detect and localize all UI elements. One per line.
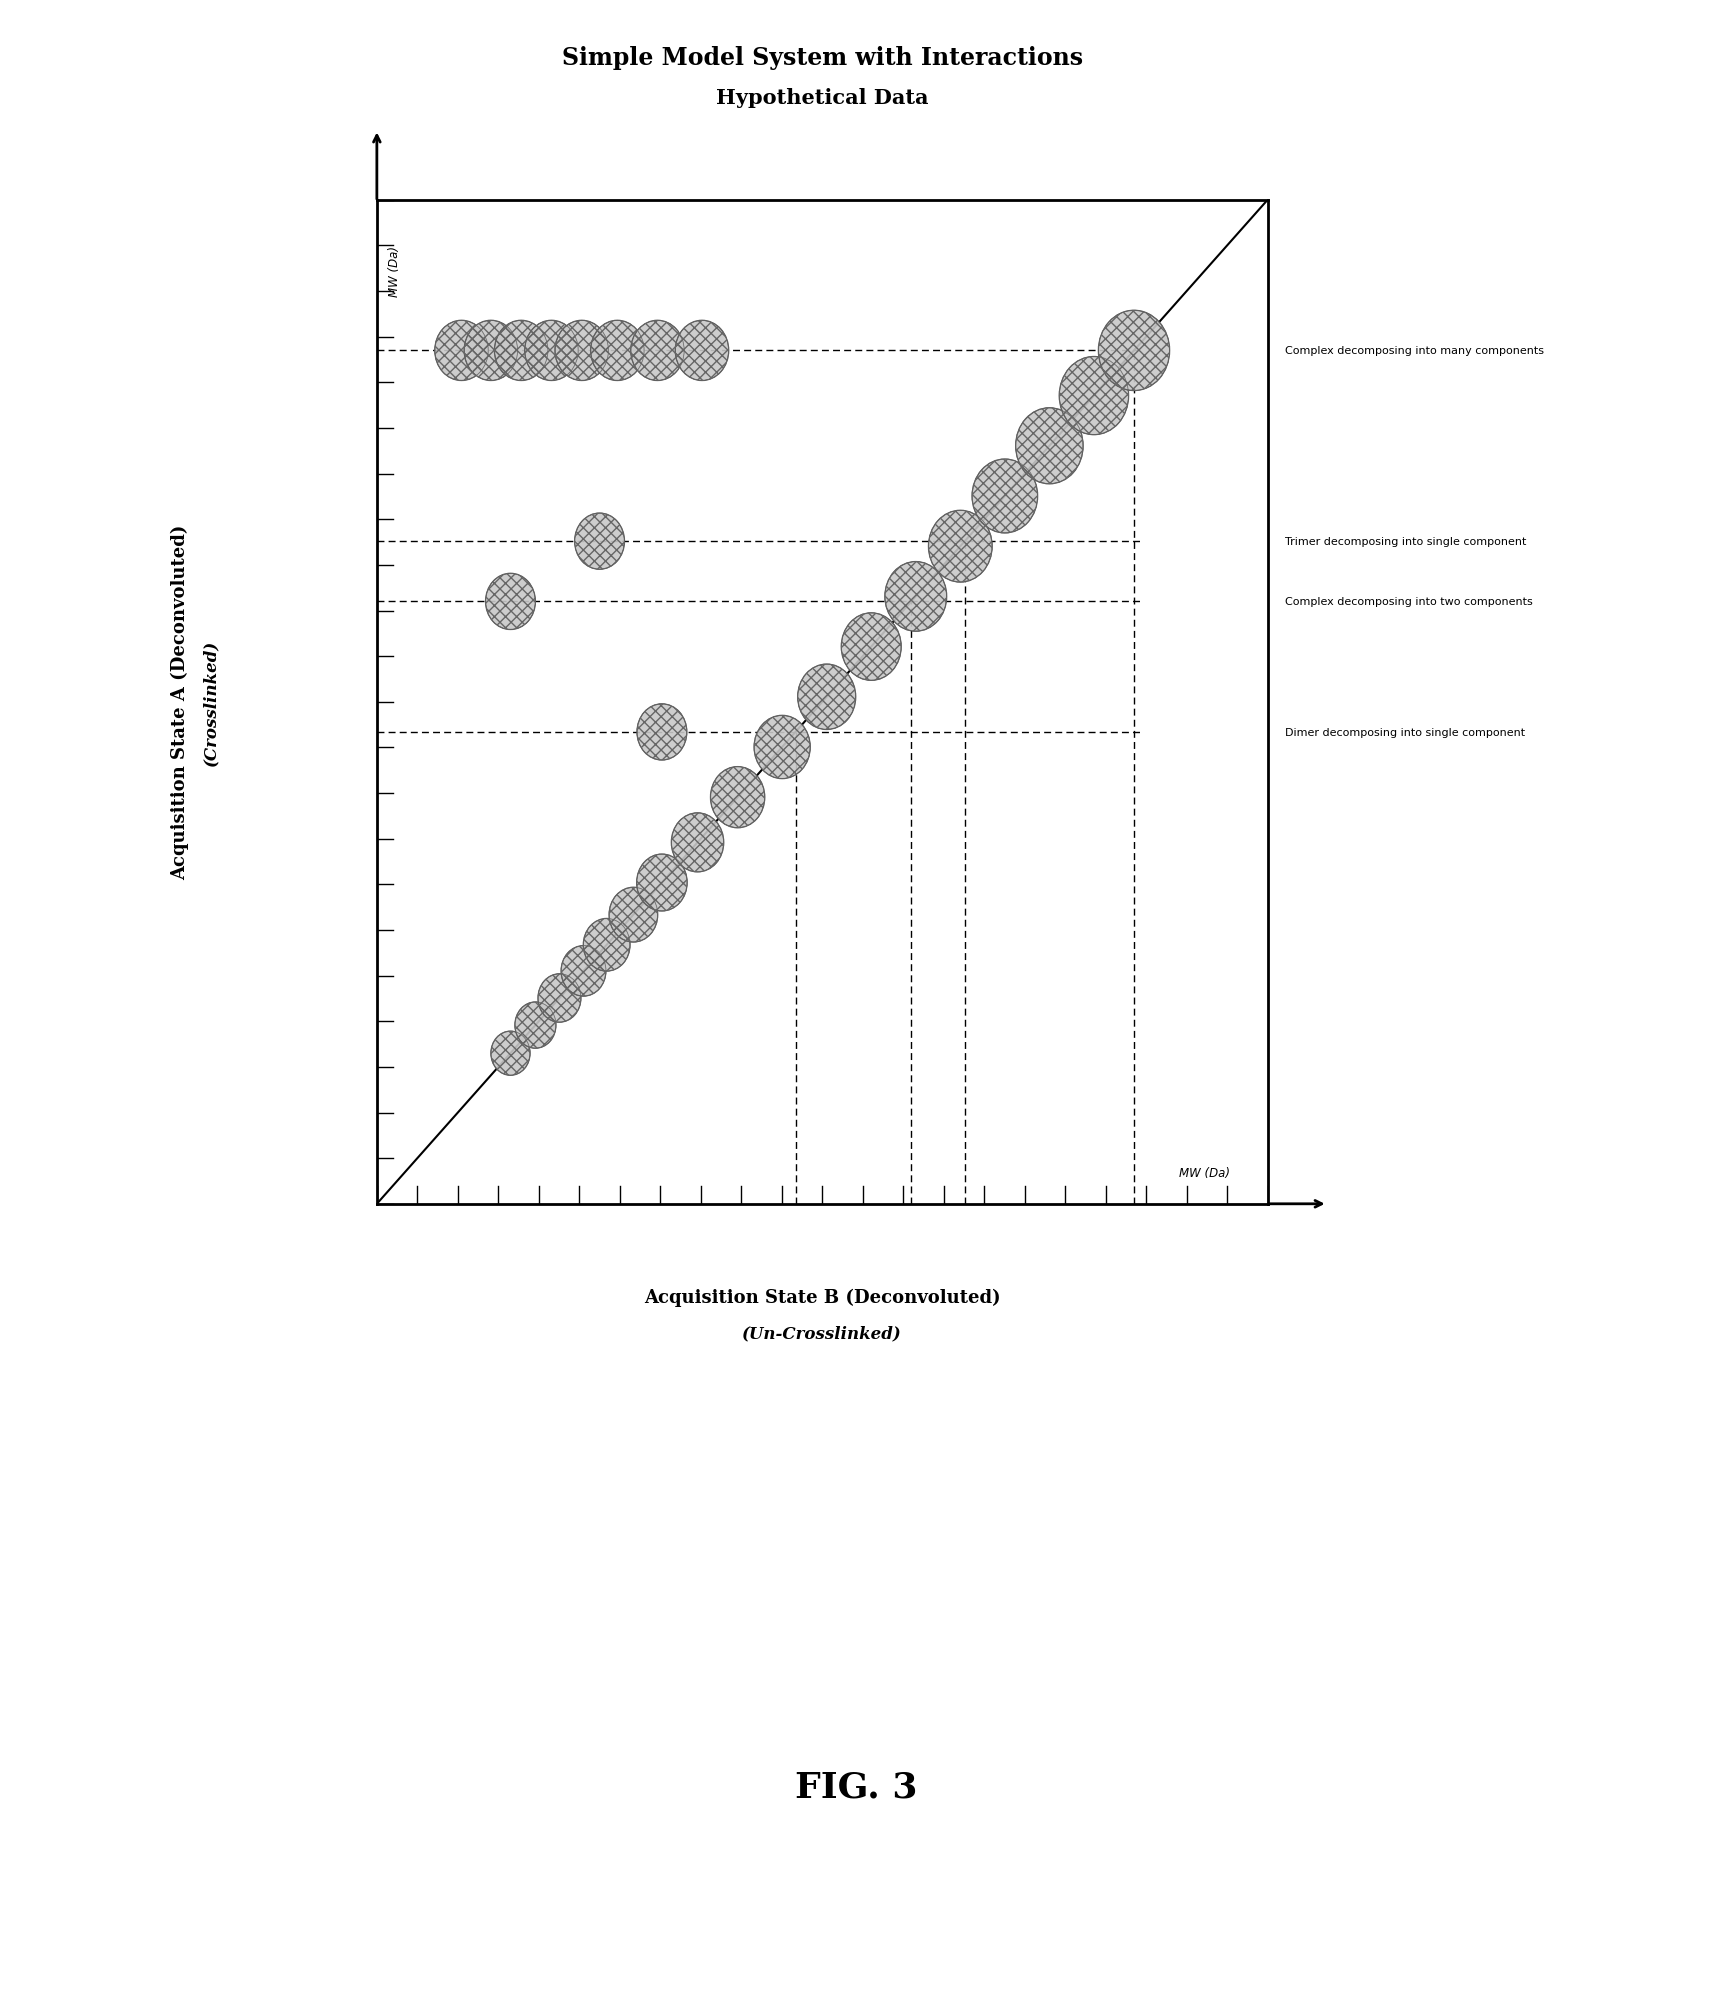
Text: Dimer decomposing into single component: Dimer decomposing into single component [1285, 729, 1525, 737]
Ellipse shape [492, 1032, 529, 1076]
Ellipse shape [886, 562, 947, 632]
Ellipse shape [495, 321, 548, 381]
Text: Hypothetical Data: Hypothetical Data [716, 88, 928, 108]
Ellipse shape [591, 321, 644, 381]
Ellipse shape [524, 321, 579, 381]
Ellipse shape [675, 321, 728, 381]
Text: MW (Da): MW (Da) [387, 245, 401, 297]
Ellipse shape [841, 614, 901, 680]
Text: MW (Da): MW (Da) [1179, 1166, 1230, 1178]
Text: Trimer decomposing into single component: Trimer decomposing into single component [1285, 538, 1526, 546]
Ellipse shape [485, 574, 536, 630]
Text: Complex decomposing into many components: Complex decomposing into many components [1285, 347, 1543, 355]
Ellipse shape [574, 514, 625, 570]
Ellipse shape [584, 919, 630, 971]
Text: FIG. 3: FIG. 3 [795, 1770, 918, 1802]
Ellipse shape [1016, 409, 1083, 484]
Text: (Crosslinked): (Crosslinked) [202, 640, 219, 765]
Ellipse shape [971, 460, 1038, 534]
Ellipse shape [798, 664, 856, 731]
Text: Simple Model System with Interactions: Simple Model System with Interactions [562, 46, 1083, 70]
Ellipse shape [555, 321, 608, 381]
Text: (Un-Crosslinked): (Un-Crosslinked) [742, 1325, 903, 1341]
Ellipse shape [711, 767, 764, 829]
Ellipse shape [610, 887, 658, 943]
Ellipse shape [928, 512, 992, 582]
Ellipse shape [516, 1001, 557, 1050]
Ellipse shape [630, 321, 683, 381]
Ellipse shape [754, 716, 810, 779]
Ellipse shape [435, 321, 488, 381]
Ellipse shape [1098, 311, 1170, 391]
Ellipse shape [538, 973, 581, 1024]
Text: Acquisition State A (Deconvoluted): Acquisition State A (Deconvoluted) [171, 526, 188, 879]
Ellipse shape [637, 704, 687, 761]
Ellipse shape [562, 945, 606, 997]
Text: Acquisition State B (Deconvoluted): Acquisition State B (Deconvoluted) [644, 1288, 1000, 1307]
Ellipse shape [464, 321, 517, 381]
Ellipse shape [637, 855, 687, 911]
Text: Complex decomposing into two components: Complex decomposing into two components [1285, 598, 1533, 606]
Ellipse shape [671, 813, 723, 873]
Ellipse shape [1059, 357, 1129, 436]
